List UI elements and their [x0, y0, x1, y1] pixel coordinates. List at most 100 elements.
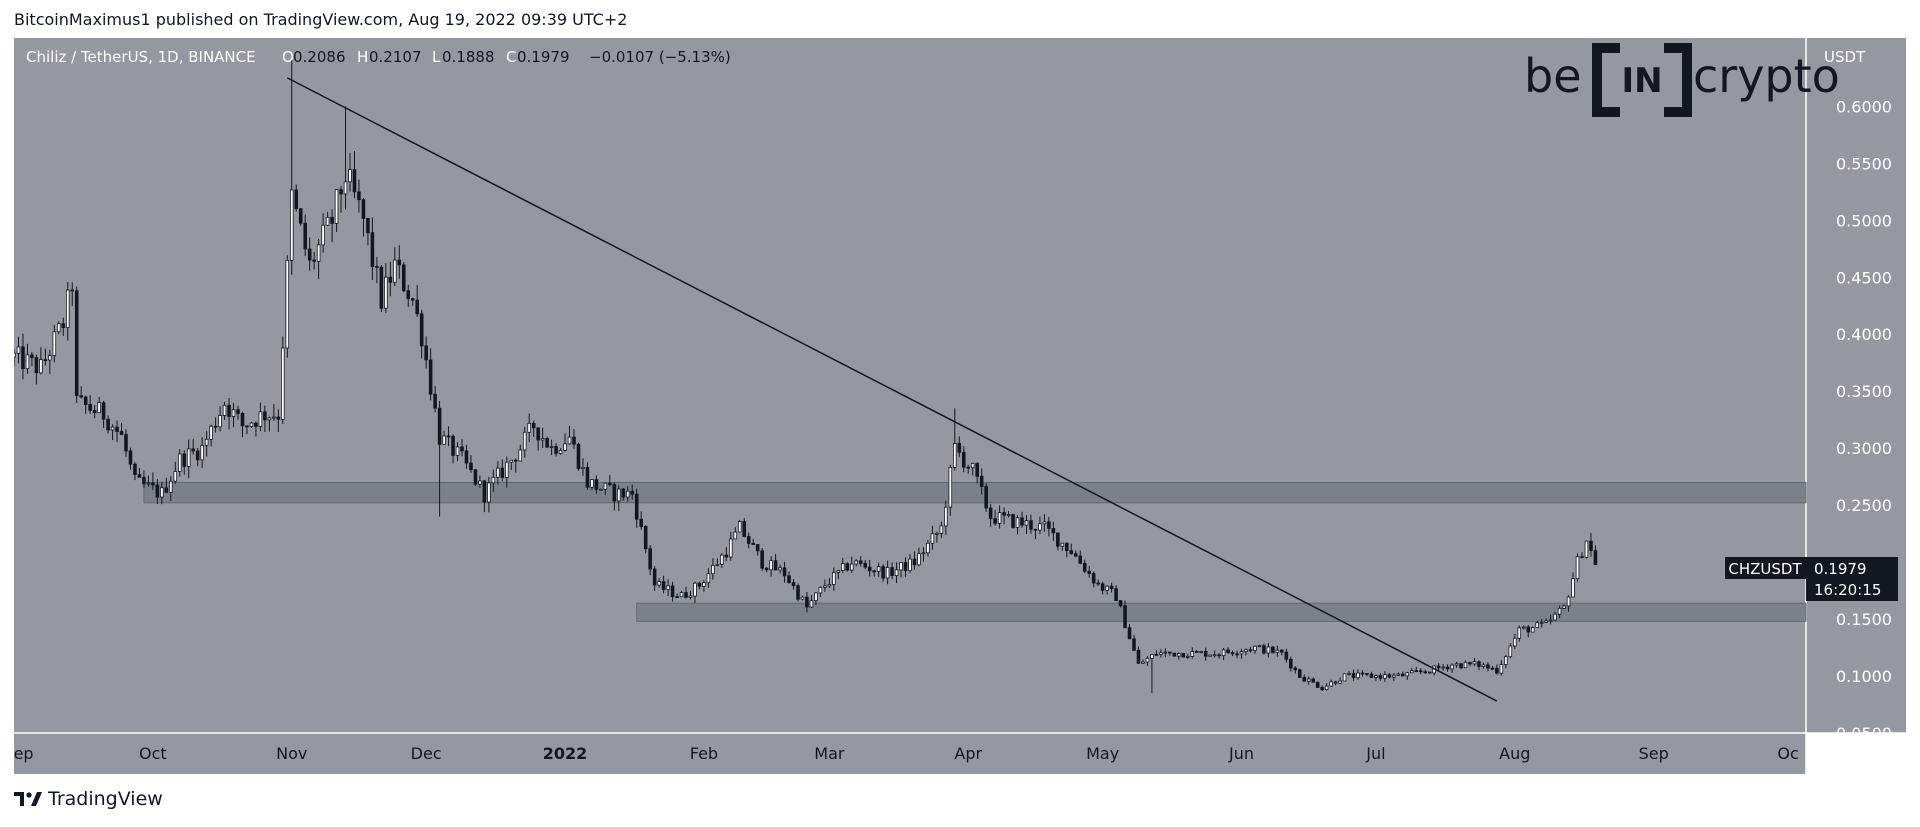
candle — [876, 562, 881, 577]
candle-body-down — [1011, 514, 1015, 528]
candle-body-down — [460, 446, 464, 452]
candle — [106, 415, 110, 434]
candle-body-down — [70, 289, 75, 292]
candle-body-down — [128, 450, 133, 465]
candle-body-down — [1302, 676, 1307, 682]
candle-body-up — [289, 189, 294, 261]
footer-brand[interactable]: TradingView — [14, 788, 163, 810]
candle — [536, 427, 540, 451]
candle-body-down — [554, 446, 558, 454]
candle-body-up — [527, 422, 531, 433]
candle-body-down — [164, 487, 169, 493]
footer-brand-text: TradingView — [48, 788, 163, 810]
candle-body-up — [1517, 627, 1522, 639]
candle — [1409, 668, 1414, 674]
candle — [16, 336, 21, 364]
candle — [1271, 646, 1275, 654]
candle — [1468, 661, 1472, 667]
candle — [787, 571, 791, 584]
candle-body-down — [670, 585, 675, 598]
candle-body-up — [1530, 627, 1535, 633]
symbol-legend: Chiliz / TetherUS, 1D, BINANCE O 0.2086 … — [26, 48, 731, 66]
candle-body-down — [585, 467, 590, 488]
candle-body-up — [1374, 675, 1378, 678]
candle — [482, 479, 487, 513]
price-axis[interactable] — [1806, 38, 1906, 733]
candle-body-up — [558, 450, 563, 454]
candle-body-up — [209, 425, 213, 440]
candle — [1127, 624, 1132, 640]
candle-body-up — [1405, 672, 1410, 677]
candle — [675, 593, 679, 599]
candle — [1297, 668, 1302, 679]
candle — [1073, 550, 1078, 558]
candle-body-up — [1185, 656, 1190, 658]
candle — [276, 409, 281, 433]
candle — [245, 425, 249, 435]
candle — [800, 595, 805, 601]
last-price: 0.1979 — [1814, 560, 1867, 578]
candle — [585, 462, 590, 490]
candle-body-down — [482, 480, 487, 503]
candle-body-down — [240, 413, 245, 427]
candle-body-down — [1490, 667, 1495, 670]
candle-body-down — [106, 418, 110, 431]
candle — [240, 411, 245, 438]
candle-body-up — [1557, 607, 1562, 615]
candle-body-down — [312, 259, 316, 262]
candle — [128, 447, 133, 470]
candle — [518, 444, 523, 462]
candle-body-up — [1141, 661, 1145, 664]
candle-body-up — [737, 521, 742, 533]
candle — [836, 570, 841, 580]
candle-body-up — [1024, 520, 1029, 526]
candle-body-up — [325, 216, 330, 226]
candle — [872, 569, 876, 577]
candle — [621, 488, 626, 501]
last-price-label: CHZUSDT 0.1979 16:20:15 — [1725, 557, 1898, 601]
candle — [1513, 633, 1517, 650]
candle-body-down — [263, 411, 267, 421]
candle-body-up — [1266, 646, 1271, 654]
candle-body-up — [926, 542, 930, 554]
candle — [970, 462, 975, 476]
candle — [1486, 662, 1490, 672]
candle-body-down — [437, 407, 442, 445]
candle — [594, 475, 599, 494]
candle — [711, 558, 715, 580]
candle — [330, 209, 334, 243]
price-tick-label: 0.5000 — [1836, 211, 1892, 230]
candle-body-up — [1521, 626, 1526, 629]
candle-body-up — [281, 347, 285, 420]
candle — [88, 395, 92, 414]
candle — [930, 525, 935, 550]
candle — [1360, 670, 1365, 677]
candle — [209, 424, 213, 447]
candle-body-down — [464, 450, 469, 464]
candle — [110, 424, 115, 441]
candle — [849, 556, 854, 573]
candle — [1096, 579, 1100, 587]
candle — [1145, 655, 1150, 666]
candle — [146, 475, 151, 487]
candle-body-down — [545, 438, 549, 448]
candle-body-down — [1226, 649, 1230, 654]
candle — [258, 402, 263, 432]
candlestick-chart[interactable]: be IN crypto Chiliz / TetherUS, 1D, BINA… — [14, 38, 1906, 774]
candle — [204, 431, 209, 457]
candle — [1109, 582, 1114, 593]
candle-body-up — [930, 533, 935, 544]
candle-body-up — [679, 592, 684, 598]
candle — [1159, 649, 1163, 658]
time-axis[interactable] — [14, 733, 1806, 774]
candle — [410, 297, 415, 306]
candle-body-down — [115, 426, 119, 432]
candle — [912, 551, 917, 570]
candle — [1378, 673, 1383, 681]
candle-body-up — [715, 564, 720, 566]
candle-body-down — [213, 425, 218, 428]
candle-body-down — [30, 354, 34, 359]
candle — [1566, 595, 1571, 612]
candle-body-down — [1029, 520, 1033, 530]
candle-body-down — [101, 402, 106, 420]
